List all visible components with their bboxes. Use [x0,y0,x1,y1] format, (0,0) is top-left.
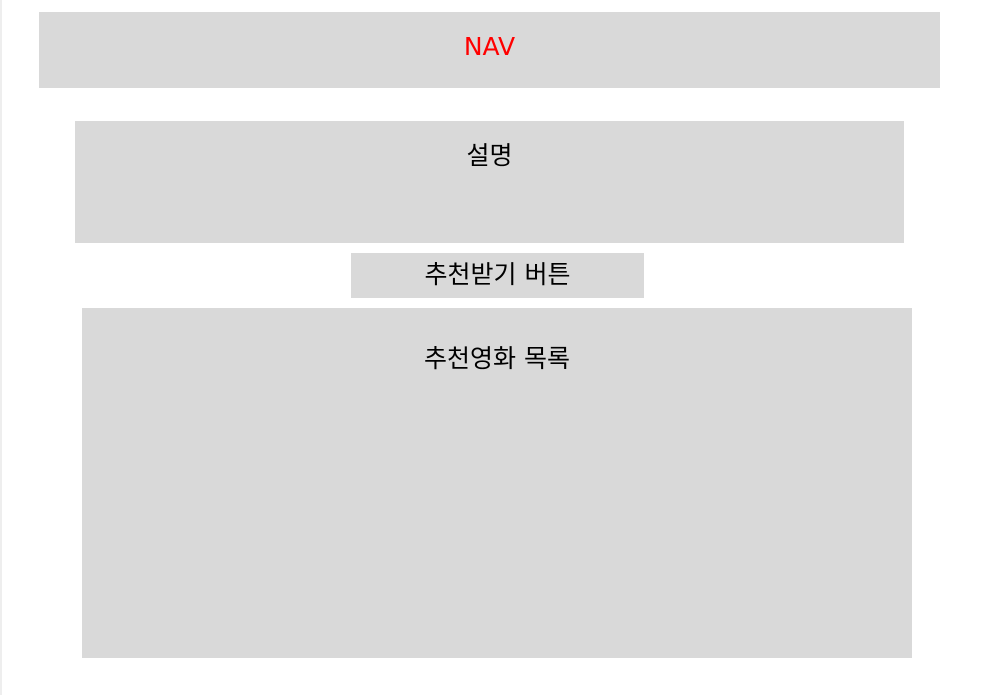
movie-list-label: 추천영화 목록 [424,344,570,373]
nav-label: NAV [463,32,516,61]
recommended-movie-list[interactable]: 추천영화 목록 [82,308,912,658]
recommend-button-label: 추천받기 버튼 [424,260,571,289]
nav-bar[interactable]: NAV [39,12,940,88]
recommend-button[interactable]: 추천받기 버튼 [351,253,644,298]
left-edge-line [0,0,2,695]
description-box: 설명 [75,121,904,243]
description-label: 설명 [466,141,513,170]
